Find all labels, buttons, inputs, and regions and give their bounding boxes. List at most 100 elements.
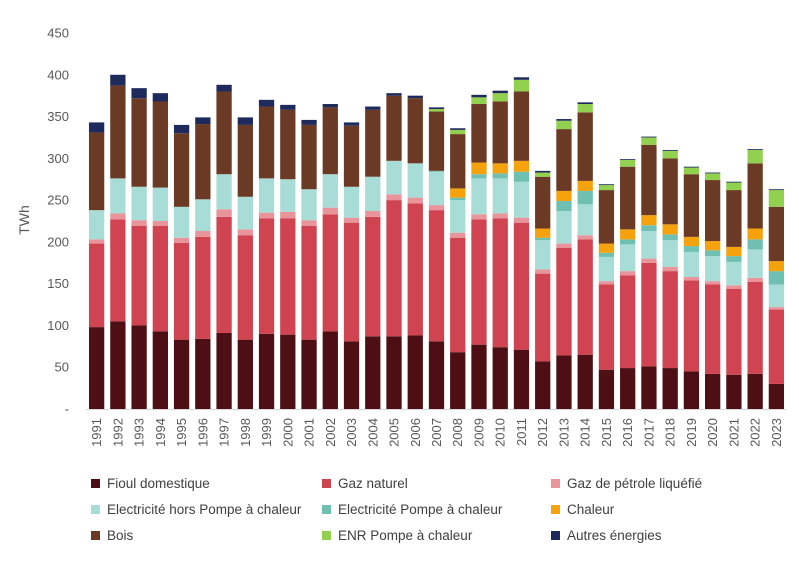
x-tick-label: 2009	[471, 418, 486, 447]
bar-segment-2012-s1	[535, 273, 551, 362]
legend-item: Chaleur	[551, 502, 615, 517]
bar-stack-2000	[280, 104, 296, 409]
bar-segment-2021-s5	[726, 246, 742, 257]
legend-swatch	[322, 479, 331, 488]
x-tick-label: 2001	[302, 418, 317, 447]
bar-segment-1991-s2	[88, 239, 105, 244]
bar-stack-2005	[386, 93, 402, 409]
bar-segment-2022-s3	[747, 249, 763, 278]
x-tick-label: 2021	[726, 418, 741, 447]
legend-item: Autres énergies	[551, 528, 662, 543]
bar-segment-2019-s0	[683, 371, 700, 409]
bar-segment-2015-s3	[598, 256, 615, 282]
x-tick-label: 2017	[641, 418, 656, 447]
bar-segment-1991-s8	[88, 122, 105, 133]
bar-segment-2006-s8	[407, 95, 423, 99]
bar-segment-2010-s2	[492, 213, 508, 219]
bar-segment-2002-s3	[322, 174, 338, 208]
bar-segment-2001-s2	[301, 220, 317, 227]
bar-segment-2004-s6	[365, 109, 381, 177]
bar-segment-2004-s2	[365, 210, 381, 217]
bar-segment-2011-s0	[513, 349, 530, 409]
x-tick-label: 2008	[450, 418, 465, 447]
bar-segment-2009-s7	[471, 97, 487, 105]
legend-item: Electricité hors Pompe à chaleur	[91, 502, 302, 517]
bar-segment-2000-s3	[280, 179, 296, 212]
bar-segment-2012-s4	[535, 237, 551, 241]
bar-segment-2012-s6	[535, 176, 551, 229]
bar-segment-2011-s2	[513, 217, 530, 223]
bar-segment-1991-s1	[88, 243, 105, 328]
legend-label: Bois	[107, 528, 134, 543]
x-tick-label: 1998	[238, 418, 253, 447]
bar-stack-2014	[577, 102, 593, 409]
x-tick-label: 1995	[174, 418, 189, 447]
bar-segment-2000-s6	[280, 109, 296, 180]
bar-segment-2008-s6	[450, 134, 466, 189]
bar-segment-2016-s1	[620, 275, 636, 369]
bar-segment-1994-s2	[152, 221, 168, 227]
legend-item: Gaz naturel	[322, 476, 408, 491]
legend-item: Electricité Pompe à chaleur	[322, 502, 503, 517]
bar-segment-1992-s8	[110, 74, 126, 86]
bar-segment-2010-s1	[492, 218, 508, 348]
bar-segment-2017-s7	[641, 137, 657, 145]
bar-segment-2001-s0	[301, 339, 317, 409]
bar-segment-1992-s3	[110, 178, 126, 214]
bar-segment-2005-s2	[386, 194, 402, 201]
bar-segment-2014-s1	[577, 239, 593, 355]
bar-stack-2022	[747, 149, 763, 409]
bar-segment-2000-s1	[280, 218, 296, 335]
bar-segment-2016-s6	[620, 166, 636, 230]
bar-segment-2013-s5	[556, 190, 572, 201]
bar-segment-2003-s8	[343, 122, 360, 126]
bar-segment-2000-s2	[280, 211, 296, 219]
bar-segment-2020-s7	[705, 173, 721, 181]
bar-segment-1995-s1	[173, 242, 190, 340]
x-tick-label: 2003	[344, 418, 359, 447]
bar-segment-2011-s7	[513, 79, 530, 92]
bar-segment-1992-s2	[110, 213, 126, 220]
bar-segment-2010-s7	[492, 93, 508, 102]
bar-segment-2017-s6	[641, 144, 657, 216]
bar-segment-2016-s4	[620, 239, 636, 245]
bar-segment-2007-s1	[428, 210, 445, 342]
bar-segment-2018-s5	[662, 224, 678, 235]
bar-segment-2023-s3	[768, 284, 785, 308]
bar-segment-2012-s5	[535, 228, 551, 238]
bar-stack-2017	[641, 136, 657, 409]
bar-stack-2019	[683, 166, 700, 409]
y-tick-label: 350	[47, 109, 69, 124]
bar-segment-2017-s1	[641, 262, 657, 367]
bar-segment-2023-s8	[768, 189, 785, 191]
bar-segment-2007-s2	[428, 205, 445, 211]
bar-segment-2015-s7	[598, 185, 615, 191]
bar-segment-2002-s6	[322, 107, 338, 175]
bar-segment-2007-s3	[428, 171, 445, 206]
x-tick-label: 2004	[365, 418, 380, 447]
bar-segment-2010-s3	[492, 178, 508, 214]
bar-segment-2014-s4	[577, 190, 593, 205]
bar-segment-2013-s3	[556, 210, 572, 244]
legend-label: Electricité Pompe à chaleur	[338, 502, 503, 517]
bar-segment-2022-s4	[747, 239, 763, 250]
bar-segment-2019-s3	[683, 251, 700, 277]
bar-segment-2013-s7	[556, 120, 572, 130]
legend-label: Chaleur	[567, 502, 615, 517]
bar-segment-1998-s1	[237, 235, 253, 340]
x-tick-label: 2022	[748, 418, 763, 447]
bar-segment-1999-s1	[258, 218, 275, 334]
bar-segment-2001-s8	[301, 119, 317, 125]
x-tick-label: 2005	[387, 418, 402, 447]
bar-segment-1996-s3	[195, 199, 211, 232]
legend: Fioul domestique Gaz naturel Gaz de pétrol…	[91, 476, 702, 543]
bar-stack-1997	[216, 84, 232, 409]
legend-item: ENR Pompe à chaleur	[322, 528, 473, 543]
bar-segment-2013-s4	[556, 200, 572, 211]
bar-segment-1998-s2	[237, 229, 253, 236]
bar-segment-1994-s0	[152, 331, 168, 409]
bar-segment-2007-s4	[428, 170, 445, 172]
bar-stack-2012	[535, 170, 551, 409]
bar-segment-2014-s8	[577, 102, 593, 105]
bar-segment-2016-s2	[620, 271, 636, 276]
